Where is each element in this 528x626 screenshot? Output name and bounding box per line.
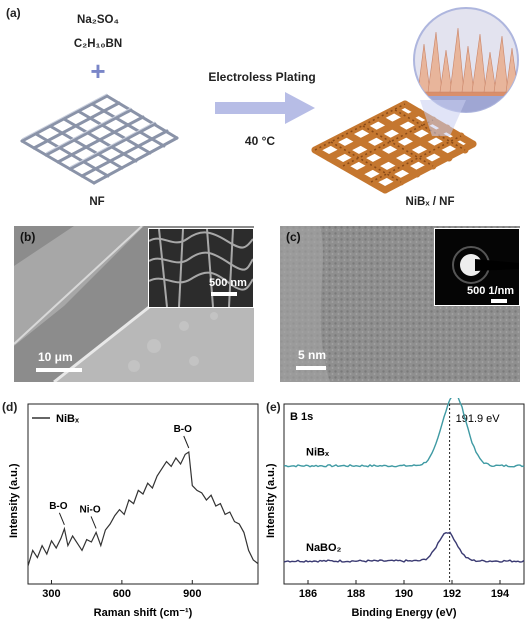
- substrate-label: NF: [89, 196, 105, 208]
- raman-plot-frame: [27, 403, 259, 585]
- tem-image: (c) 500 1/nm 5 nm: [280, 226, 520, 382]
- xps-title: B 1s: [290, 411, 313, 423]
- panel-a-label: (a): [6, 6, 21, 20]
- raman-annotation-pointer: [183, 435, 190, 449]
- xps-x-tick-label: 192: [443, 588, 461, 600]
- xps-series-label: NiBₓ: [306, 447, 330, 459]
- sem-inset: 500 nm: [148, 228, 254, 308]
- raman-x-tick-label: 900: [183, 588, 201, 600]
- inset-scale-bar: [211, 292, 237, 296]
- saed-scale-bar: [491, 299, 507, 303]
- xps-x-tick-label: 186: [299, 588, 317, 600]
- raman-x-axis-label: Raman shift (cm⁻¹): [94, 607, 193, 619]
- plus-sign: +: [90, 56, 106, 86]
- xps-series-line: [283, 531, 525, 563]
- xps-x-axis-label: Binding Energy (eV): [351, 607, 456, 619]
- sem-scale-text: 10 μm: [38, 350, 73, 364]
- raman-annotation-pointer: [90, 516, 97, 529]
- temperature-label: 40 °C: [244, 134, 276, 148]
- raman-annotation-pointer: [58, 512, 65, 525]
- sem-image: (b) 500 nm 10 μm: [14, 226, 254, 382]
- raman-x-tick-label: 600: [113, 588, 131, 600]
- saed-inset: 500 1/nm: [434, 228, 520, 306]
- xps-x-tick-label: 188: [347, 588, 365, 600]
- nickel-foam-mesh: [20, 93, 179, 185]
- raman-x-tick-label: 300: [42, 588, 60, 600]
- panel-d-label: (d): [2, 400, 18, 414]
- raman-annotation-label: Ni-O: [80, 504, 101, 515]
- raman-annotation-label: B-O: [174, 424, 193, 435]
- sem-scale-bar: [36, 368, 82, 372]
- zoom-projection: [420, 100, 466, 136]
- raman-legend-label: NiBₓ: [56, 413, 80, 425]
- xps-y-axis-label: Intensity (a.u.): [265, 463, 277, 538]
- process-arrow-label: Electroless Plating: [208, 70, 316, 84]
- tem-scale-text: 5 nm: [298, 348, 327, 362]
- raman-series-line: [27, 450, 259, 567]
- xps-series-label: NaBO₂: [306, 542, 342, 554]
- panel-b-label: (b): [20, 230, 36, 244]
- raman-y-axis-label: Intensity (a.u.): [8, 463, 20, 538]
- raman-chart: 300 600 900 NiBₓ B-O Ni-O B-O Intensity (a.u…: [8, 403, 259, 619]
- process-arrow: [215, 92, 315, 124]
- xps-x-tick-label: 190: [395, 588, 413, 600]
- product-label: NiBₓ / NF: [405, 196, 455, 208]
- xps-x-tick-label: 194: [491, 588, 510, 600]
- xps-series-line: [283, 398, 525, 468]
- saed-scale-text: 500 1/nm: [467, 285, 515, 297]
- reference-line-label: 191.9 eV: [456, 413, 501, 425]
- reagent-sodium-sulfate: Na₂SO₄: [77, 14, 119, 26]
- raman-annotation-label: B-O: [49, 501, 68, 512]
- xps-plot-frame: [283, 403, 525, 585]
- surface-magnification-circle: [413, 7, 519, 113]
- panel-e-label: (e): [266, 400, 281, 414]
- tem-scale-bar: [296, 366, 326, 370]
- reagent-borane: C₂H₁₀BN: [73, 38, 123, 50]
- panel-c-label: (c): [286, 230, 301, 244]
- inset-scale-text: 500 nm: [209, 277, 247, 289]
